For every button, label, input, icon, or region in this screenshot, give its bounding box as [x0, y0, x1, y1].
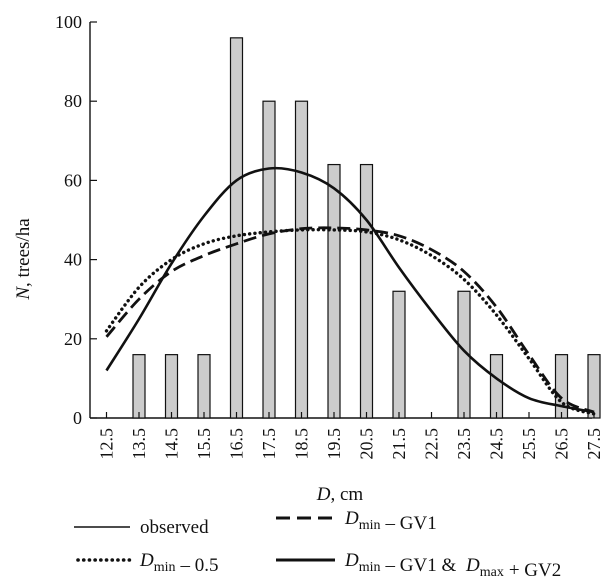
y-axis-label: N, trees/ha [13, 218, 34, 301]
legend-label: Dmin – GV1 [344, 508, 437, 534]
bar [554, 354, 569, 419]
x-tick-label: 12.5 [97, 428, 117, 460]
bar [197, 354, 211, 419]
legend-label: observed [140, 517, 209, 538]
x-tick-label: 19.5 [324, 428, 344, 460]
bar [587, 354, 601, 419]
y-tick-label: 80 [64, 91, 82, 111]
y-tick-label: 100 [55, 12, 82, 32]
x-tick-label: 27.5 [584, 428, 604, 460]
legend-label: Dmin – 0.5 [139, 550, 219, 576]
x-tick-label: 17.5 [259, 428, 279, 460]
curve-dotted [104, 227, 596, 416]
lines [104, 166, 596, 416]
ticks: 0 20 40 60 80 100 12.5 13.5 14.5 15.5 16.5 17.5 18.5… [55, 12, 604, 460]
bar [262, 100, 276, 419]
bar [294, 100, 309, 419]
x-tick-label: 13.5 [129, 428, 149, 460]
bar [164, 354, 179, 419]
x-tick-label: 25.5 [519, 428, 539, 460]
bar [327, 163, 341, 419]
y-tick-label: 20 [64, 329, 82, 349]
x-tick-label: 24.5 [487, 428, 507, 460]
legend-label: Dmin – GV1 & Dmax + GV2 [344, 550, 561, 579]
bar [392, 290, 406, 419]
x-tick-label: 14.5 [162, 428, 182, 460]
bar [359, 163, 374, 419]
y-tick-label: 40 [64, 250, 82, 270]
x-tick-label: 20.5 [357, 428, 377, 460]
curve-solid [105, 166, 595, 414]
x-tick-label: 22.5 [422, 428, 442, 460]
x-tick-label: 18.5 [292, 428, 312, 460]
curve-dashed [105, 226, 595, 414]
bar [229, 37, 244, 419]
bar [132, 354, 146, 419]
y-tick-label: 0 [73, 408, 82, 428]
y-tick-label: 60 [64, 170, 82, 190]
x-tick-label: 26.5 [552, 428, 572, 460]
x-axis-label: D, cm [316, 484, 364, 505]
legend: observed Dmin – GV1 Dmin – 0.5 Dmin – GV1 & Dm… [74, 508, 561, 579]
bar [489, 354, 504, 419]
x-tick-label: 21.5 [389, 428, 409, 460]
x-tick-label: 23.5 [454, 428, 474, 460]
x-tick-label: 15.5 [194, 428, 214, 460]
x-tick-label: 16.5 [227, 428, 247, 460]
